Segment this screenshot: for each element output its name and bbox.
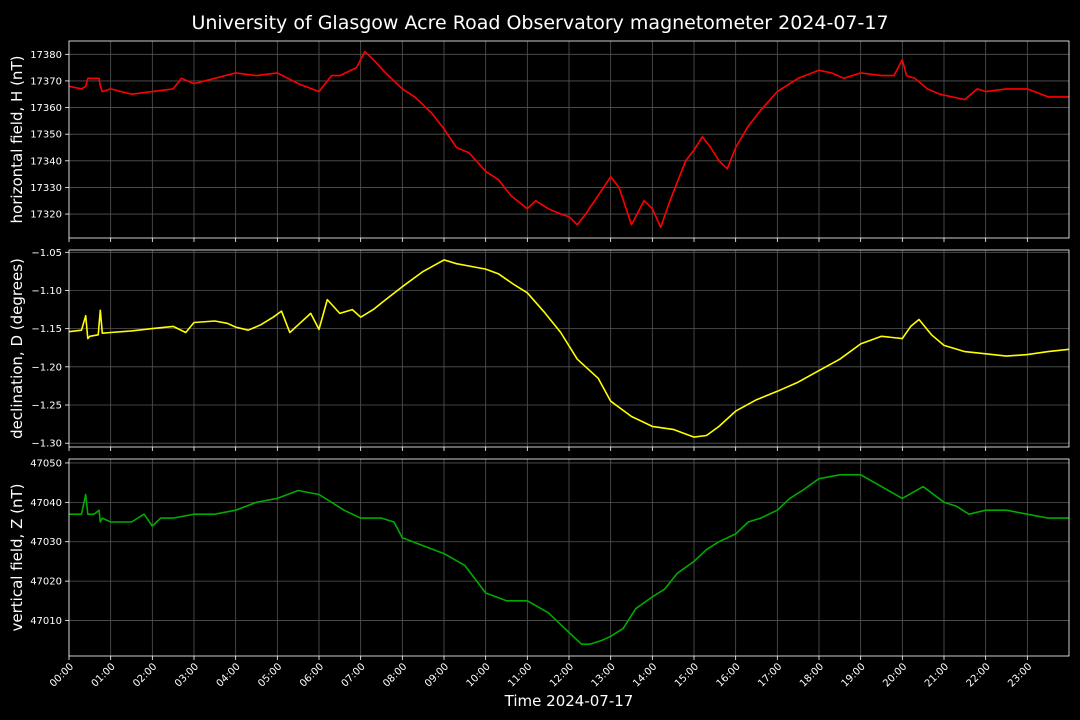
series-D-line (69, 259, 1069, 438)
x-tick-label: 11:00 (506, 661, 534, 689)
x-tick-label: 20:00 (881, 661, 909, 689)
y-tick-label: 17380 (30, 50, 62, 61)
panel-H: 17320 17330 17340 17350 17360 17370 17380 horiz… (8, 40, 1070, 242)
y-axis-label-D: declination, D (degrees) (8, 258, 26, 439)
y-tick-label: 17320 (30, 210, 62, 221)
x-tick-label: 06:00 (298, 661, 326, 689)
y-tick-label: −1.05 (31, 248, 62, 259)
panel-Z: 47010 47020 47030 47040 47050 vertical field,… (8, 458, 1070, 660)
y-tick-label: 47030 (30, 537, 62, 548)
x-tick-label: 13:00 (590, 661, 618, 689)
x-tick-label: 16:00 (715, 661, 743, 689)
x-tick-label: 22:00 (965, 661, 993, 689)
x-tick-label: 03:00 (173, 661, 201, 689)
x-tick-label: 23:00 (1006, 661, 1034, 689)
y-tick-label: 47010 (30, 616, 62, 627)
y-tick-label: 47020 (30, 577, 62, 588)
y-tick-label: 47040 (30, 498, 62, 509)
series-H-line (69, 50, 1069, 229)
x-tick-label: 21:00 (923, 661, 951, 689)
x-tick-label: 10:00 (465, 661, 493, 689)
y-tick-label: −1.15 (31, 324, 62, 335)
y-axis-label-H: horizontal field, H (nT) (8, 56, 26, 224)
y-tick-label: −1.25 (31, 401, 62, 412)
x-axis-ticks: 00:00 01:00 02:00 03:00 04:00 05:00 06:00 07:00… (48, 661, 1034, 689)
x-tick-label: 17:00 (756, 661, 784, 689)
x-tick-label: 14:00 (631, 661, 659, 689)
x-tick-label: 05:00 (256, 661, 284, 689)
x-axis-label: Time 2024-07-17 (504, 692, 634, 710)
panel-D: −1.30 −1.25 −1.20 −1.15 −1.10 −1.05 declinatio… (8, 248, 1070, 451)
y-axis-label-Z: vertical field, Z (nT) (8, 483, 26, 631)
y-tick-label: 47050 (30, 458, 62, 469)
chart-panels: 17320 17330 17340 17350 17360 17370 17380 horiz… (8, 40, 1070, 660)
y-tick-label: 17350 (30, 130, 62, 141)
series-Z-line (69, 473, 1069, 646)
x-tick-label: 19:00 (840, 661, 868, 689)
panel-frame (68, 458, 1070, 657)
y-tick-label: 17360 (30, 103, 62, 114)
x-tick-label: 04:00 (215, 661, 243, 689)
y-tick-label: 17330 (30, 183, 62, 194)
x-tick-label: 18:00 (798, 661, 826, 689)
panel-frame (68, 249, 1070, 448)
x-tick-label: 00:00 (48, 661, 76, 689)
x-tick-label: 07:00 (340, 661, 368, 689)
panel-frame (68, 40, 1070, 239)
y-tick-label: −1.30 (31, 439, 62, 450)
x-tick-label: 12:00 (548, 661, 576, 689)
y-tick-label: 17370 (30, 76, 62, 87)
y-tick-label: −1.10 (31, 286, 62, 297)
y-tick-label: 17340 (30, 156, 62, 167)
x-tick-label: 15:00 (673, 661, 701, 689)
x-tick-label: 01:00 (90, 661, 118, 689)
x-tick-label: 02:00 (131, 661, 159, 689)
chart-title: University of Glasgow Acre Road Observat… (191, 12, 888, 34)
x-tick-label: 09:00 (423, 661, 451, 689)
x-tick-label: 08:00 (381, 661, 409, 689)
y-tick-label: −1.20 (31, 362, 62, 373)
